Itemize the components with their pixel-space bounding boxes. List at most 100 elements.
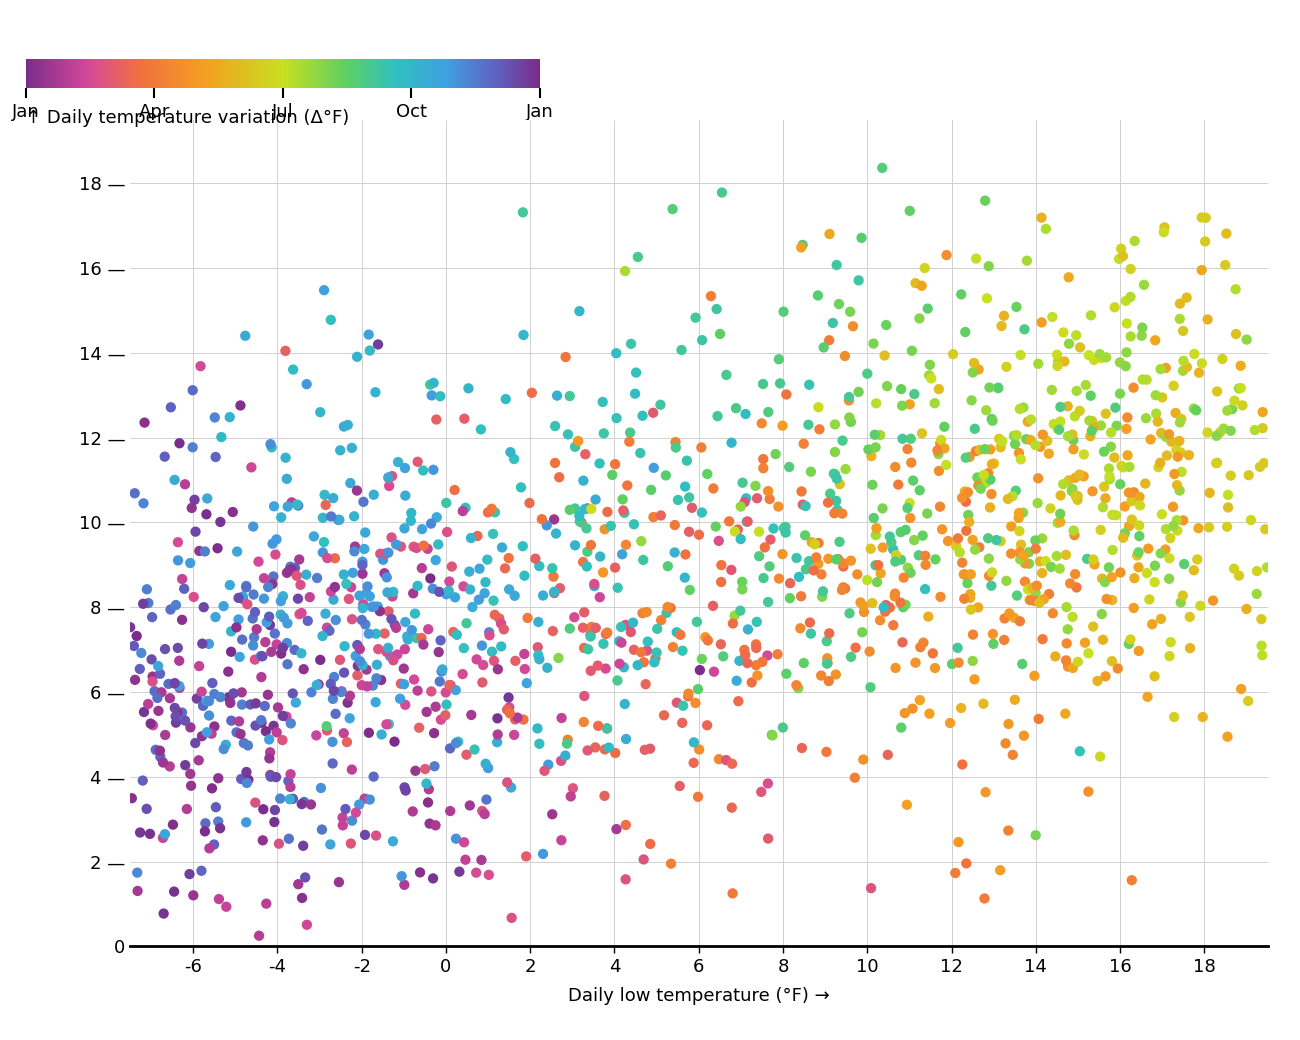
Point (291, 796, 312, 812)
Point (183, 887, 204, 904)
Point (1149, 454, 1170, 471)
Point (679, 685, 699, 702)
Point (1076, 550, 1097, 567)
Point (419, 781, 439, 798)
Point (1140, 432, 1161, 448)
Point (885, 659, 906, 676)
Point (816, 650, 837, 667)
Point (644, 460, 664, 476)
Point (311, 780, 332, 797)
Point (477, 551, 498, 568)
Point (729, 652, 750, 669)
Point (1002, 747, 1023, 763)
Point (698, 632, 719, 649)
Point (169, 679, 190, 696)
Point (410, 864, 430, 881)
Point (858, 441, 879, 458)
Point (762, 727, 783, 744)
Point (1138, 541, 1158, 557)
Point (945, 864, 966, 881)
Point (900, 203, 920, 219)
Point (979, 258, 1000, 275)
Point (207, 540, 228, 556)
Point (650, 396, 671, 413)
Point (382, 468, 403, 485)
Point (237, 775, 257, 791)
Point (959, 590, 980, 606)
Point (796, 561, 816, 577)
Point (438, 582, 459, 599)
Point (1010, 451, 1031, 468)
Point (615, 617, 636, 633)
Point (384, 733, 404, 750)
Point (893, 599, 914, 616)
Point (1009, 445, 1030, 462)
Point (504, 711, 525, 728)
Point (199, 693, 220, 709)
Point (289, 551, 309, 568)
Point (573, 553, 594, 570)
Point (838, 392, 859, 409)
Point (881, 535, 902, 551)
Point (1101, 653, 1122, 670)
Point (1028, 356, 1049, 372)
Point (286, 695, 307, 711)
Point (285, 642, 306, 658)
Point (276, 342, 296, 359)
Point (891, 551, 911, 568)
Point (1058, 335, 1079, 352)
Point (1121, 328, 1141, 344)
Point (144, 683, 165, 700)
Point (801, 534, 822, 550)
Point (1015, 431, 1036, 447)
Point (484, 593, 504, 609)
Point (439, 803, 460, 820)
Point (818, 550, 839, 567)
Point (343, 508, 364, 524)
Point (455, 852, 476, 868)
Point (1101, 424, 1122, 441)
Point (1026, 584, 1046, 601)
Point (529, 735, 550, 752)
Point (692, 651, 712, 668)
Point (564, 609, 585, 626)
Point (216, 899, 237, 915)
Point (857, 572, 878, 589)
Point (901, 431, 922, 447)
Point (651, 612, 672, 628)
Point (758, 404, 779, 420)
Point (1050, 505, 1071, 522)
Point (798, 416, 819, 433)
Point (488, 726, 508, 743)
Point (1087, 673, 1108, 690)
Point (751, 415, 772, 432)
Point (321, 509, 342, 525)
Point (1236, 332, 1257, 348)
Point (679, 489, 699, 505)
Point (421, 387, 442, 404)
Point (615, 872, 636, 888)
Point (741, 674, 762, 691)
Point (133, 773, 153, 789)
Point (1115, 292, 1136, 309)
Point (900, 396, 920, 413)
Point (1102, 592, 1123, 608)
Point (254, 591, 274, 607)
Point (1056, 599, 1076, 616)
Point (266, 636, 287, 653)
Point (1009, 510, 1030, 526)
Point (866, 520, 887, 537)
Point (211, 688, 231, 705)
Point (985, 531, 1006, 548)
Point (1110, 354, 1131, 370)
Point (511, 479, 532, 496)
Point (248, 928, 269, 944)
Point (594, 787, 615, 804)
Point (893, 569, 914, 586)
Point (1030, 439, 1050, 456)
Point (130, 824, 151, 840)
Point (384, 652, 404, 669)
Point (287, 496, 308, 513)
Point (818, 655, 839, 672)
Point (550, 580, 571, 597)
